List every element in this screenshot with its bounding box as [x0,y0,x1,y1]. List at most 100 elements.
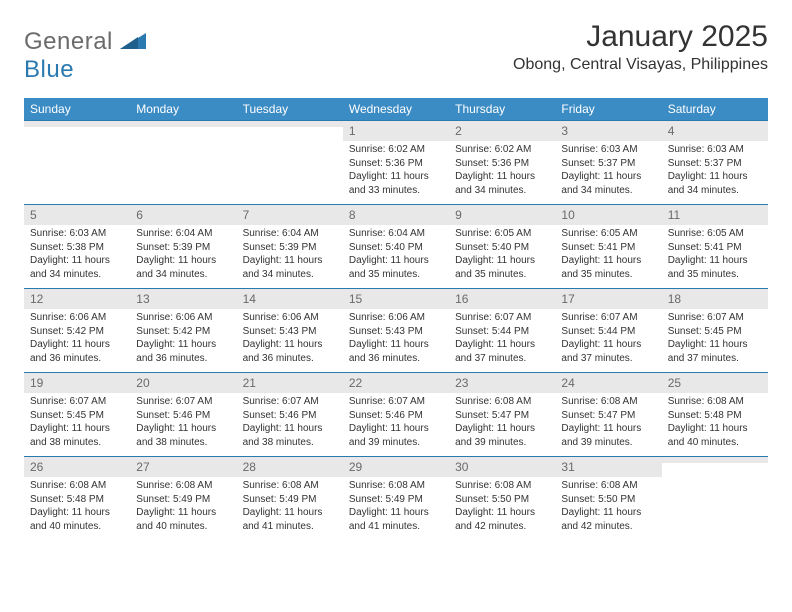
daylight-text: Daylight: 11 hours and 35 minutes. [455,254,549,281]
day-number: 23 [449,373,555,393]
calendar-week-row: 26Sunrise: 6:08 AMSunset: 5:48 PMDayligh… [24,457,768,541]
col-sunday: Sunday [24,98,130,121]
day-details: Sunrise: 6:06 AMSunset: 5:42 PMDaylight:… [130,309,236,369]
daylight-text: Daylight: 11 hours and 35 minutes. [668,254,762,281]
daylight-text: Daylight: 11 hours and 39 minutes. [455,422,549,449]
calendar-week-row: 5Sunrise: 6:03 AMSunset: 5:38 PMDaylight… [24,205,768,289]
daylight-text: Daylight: 11 hours and 38 minutes. [30,422,124,449]
day-details: Sunrise: 6:08 AMSunset: 5:48 PMDaylight:… [24,477,130,537]
daylight-text: Daylight: 11 hours and 37 minutes. [668,338,762,365]
day-details: Sunrise: 6:05 AMSunset: 5:40 PMDaylight:… [449,225,555,285]
location-subtitle: Obong, Central Visayas, Philippines [513,56,768,74]
weekday-header-row: Sunday Monday Tuesday Wednesday Thursday… [24,98,768,121]
day-details: Sunrise: 6:03 AMSunset: 5:37 PMDaylight:… [555,141,661,201]
sunset-text: Sunset: 5:44 PM [561,325,655,339]
sunrise-text: Sunrise: 6:07 AM [136,395,230,409]
day-number: 12 [24,289,130,309]
sunset-text: Sunset: 5:39 PM [136,241,230,255]
col-friday: Friday [555,98,661,121]
day-number: 3 [555,121,661,141]
sunrise-text: Sunrise: 6:08 AM [243,479,337,493]
daylight-text: Daylight: 11 hours and 42 minutes. [561,506,655,533]
day-number: 15 [343,289,449,309]
daylight-text: Daylight: 11 hours and 36 minutes. [30,338,124,365]
day-number: 24 [555,373,661,393]
day-number: 8 [343,205,449,225]
sunrise-text: Sunrise: 6:08 AM [30,479,124,493]
day-details: Sunrise: 6:02 AMSunset: 5:36 PMDaylight:… [449,141,555,201]
daylight-text: Daylight: 11 hours and 36 minutes. [136,338,230,365]
daylight-text: Daylight: 11 hours and 38 minutes. [136,422,230,449]
day-details: Sunrise: 6:08 AMSunset: 5:49 PMDaylight:… [237,477,343,537]
day-details: Sunrise: 6:06 AMSunset: 5:42 PMDaylight:… [24,309,130,369]
sunset-text: Sunset: 5:47 PM [455,409,549,423]
day-number: 16 [449,289,555,309]
sunrise-text: Sunrise: 6:07 AM [561,311,655,325]
calendar-day-cell: 6Sunrise: 6:04 AMSunset: 5:39 PMDaylight… [130,205,236,289]
calendar-day-cell: 11Sunrise: 6:05 AMSunset: 5:41 PMDayligh… [662,205,768,289]
day-number: 9 [449,205,555,225]
day-number: 18 [662,289,768,309]
sunrise-text: Sunrise: 6:03 AM [30,227,124,241]
brand-part1: General [24,28,113,55]
day-number: 7 [237,205,343,225]
sunrise-text: Sunrise: 6:08 AM [561,395,655,409]
day-details: Sunrise: 6:04 AMSunset: 5:39 PMDaylight:… [130,225,236,285]
day-number: 26 [24,457,130,477]
calendar-week-row: 1Sunrise: 6:02 AMSunset: 5:36 PMDaylight… [24,121,768,205]
title-block: January 2025 Obong, Central Visayas, Phi… [513,20,768,74]
sunrise-text: Sunrise: 6:05 AM [561,227,655,241]
sunset-text: Sunset: 5:46 PM [243,409,337,423]
day-details: Sunrise: 6:06 AMSunset: 5:43 PMDaylight:… [343,309,449,369]
daylight-text: Daylight: 11 hours and 36 minutes. [349,338,443,365]
day-details: Sunrise: 6:07 AMSunset: 5:45 PMDaylight:… [24,393,130,453]
col-wednesday: Wednesday [343,98,449,121]
calendar-day-cell: 16Sunrise: 6:07 AMSunset: 5:44 PMDayligh… [449,289,555,373]
day-details: Sunrise: 6:04 AMSunset: 5:40 PMDaylight:… [343,225,449,285]
month-title: January 2025 [513,20,768,54]
day-number: 19 [24,373,130,393]
sunset-text: Sunset: 5:43 PM [349,325,443,339]
sunrise-text: Sunrise: 6:02 AM [455,143,549,157]
sunset-text: Sunset: 5:36 PM [349,157,443,171]
day-number: 5 [24,205,130,225]
sunset-text: Sunset: 5:46 PM [136,409,230,423]
calendar-day-cell: 18Sunrise: 6:07 AMSunset: 5:45 PMDayligh… [662,289,768,373]
calendar-day-cell: 7Sunrise: 6:04 AMSunset: 5:39 PMDaylight… [237,205,343,289]
day-number: 2 [449,121,555,141]
calendar-day-cell: 20Sunrise: 6:07 AMSunset: 5:46 PMDayligh… [130,373,236,457]
daylight-text: Daylight: 11 hours and 37 minutes. [561,338,655,365]
sunset-text: Sunset: 5:49 PM [349,493,443,507]
calendar-day-cell: 13Sunrise: 6:06 AMSunset: 5:42 PMDayligh… [130,289,236,373]
daylight-text: Daylight: 11 hours and 41 minutes. [243,506,337,533]
daylight-text: Daylight: 11 hours and 34 minutes. [455,170,549,197]
day-number: 31 [555,457,661,477]
day-details: Sunrise: 6:08 AMSunset: 5:48 PMDaylight:… [662,393,768,453]
sunset-text: Sunset: 5:50 PM [561,493,655,507]
calendar-week-row: 19Sunrise: 6:07 AMSunset: 5:45 PMDayligh… [24,373,768,457]
daylight-text: Daylight: 11 hours and 35 minutes. [349,254,443,281]
calendar-day-cell: 19Sunrise: 6:07 AMSunset: 5:45 PMDayligh… [24,373,130,457]
sunset-text: Sunset: 5:50 PM [455,493,549,507]
calendar-day-cell: 5Sunrise: 6:03 AMSunset: 5:38 PMDaylight… [24,205,130,289]
day-number: 4 [662,121,768,141]
sunset-text: Sunset: 5:45 PM [30,409,124,423]
day-number: 30 [449,457,555,477]
col-tuesday: Tuesday [237,98,343,121]
daylight-text: Daylight: 11 hours and 39 minutes. [349,422,443,449]
calendar-day-cell: 1Sunrise: 6:02 AMSunset: 5:36 PMDaylight… [343,121,449,205]
calendar-day-cell: 23Sunrise: 6:08 AMSunset: 5:47 PMDayligh… [449,373,555,457]
col-saturday: Saturday [662,98,768,121]
calendar-day-cell: 22Sunrise: 6:07 AMSunset: 5:46 PMDayligh… [343,373,449,457]
day-number: 25 [662,373,768,393]
sunrise-text: Sunrise: 6:04 AM [136,227,230,241]
sunset-text: Sunset: 5:48 PM [30,493,124,507]
sunset-text: Sunset: 5:46 PM [349,409,443,423]
calendar-day-cell: 12Sunrise: 6:06 AMSunset: 5:42 PMDayligh… [24,289,130,373]
calendar-day-cell: 27Sunrise: 6:08 AMSunset: 5:49 PMDayligh… [130,457,236,541]
sunrise-text: Sunrise: 6:04 AM [349,227,443,241]
day-details: Sunrise: 6:07 AMSunset: 5:44 PMDaylight:… [555,309,661,369]
sunrise-text: Sunrise: 6:06 AM [243,311,337,325]
sunset-text: Sunset: 5:44 PM [455,325,549,339]
sunrise-text: Sunrise: 6:07 AM [30,395,124,409]
